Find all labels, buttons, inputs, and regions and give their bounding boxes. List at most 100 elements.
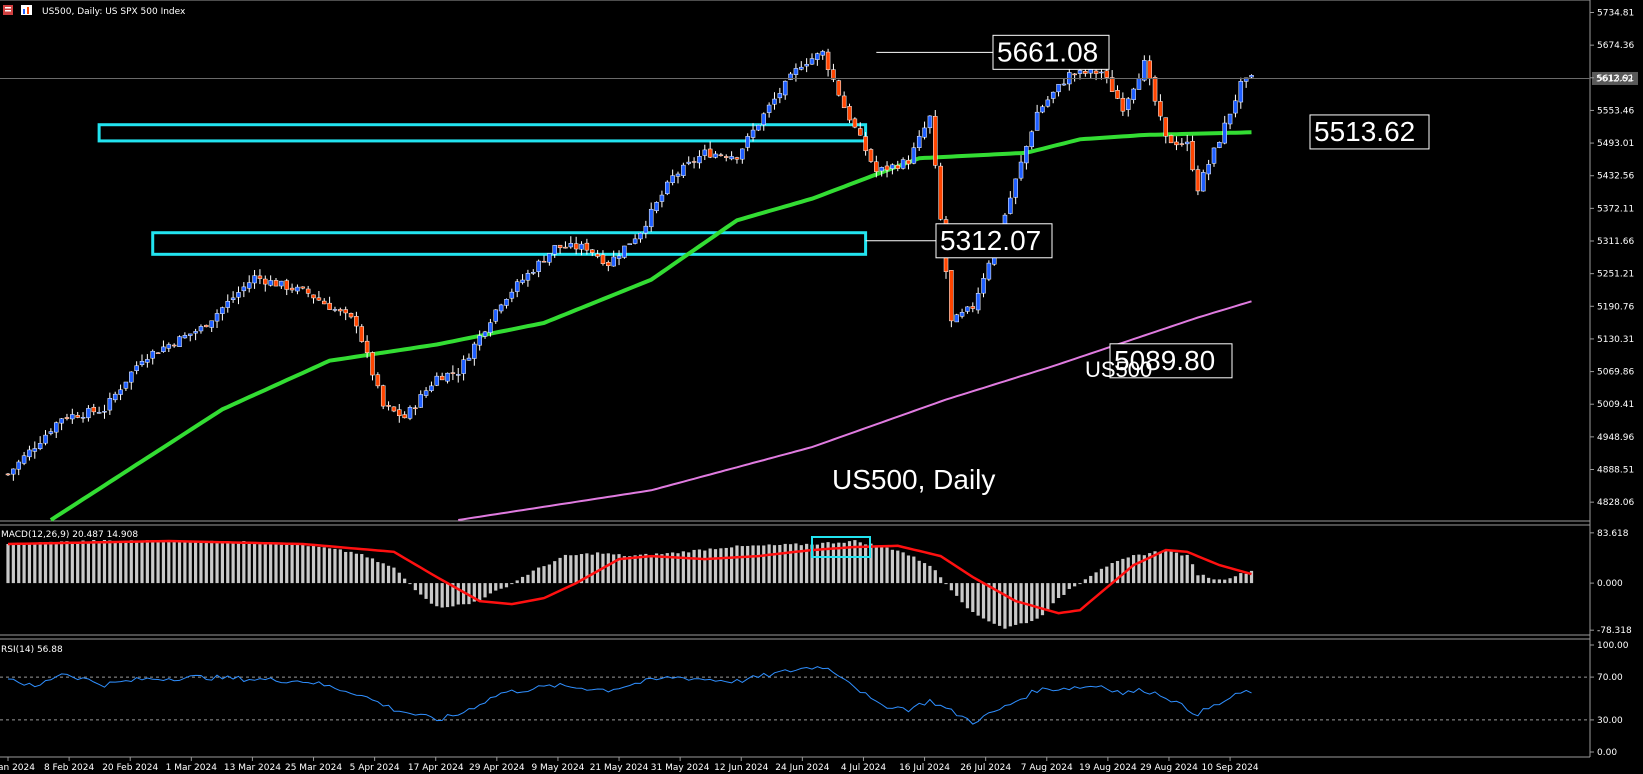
macd-histogram-bar xyxy=(167,541,171,584)
macd-histogram-bar xyxy=(183,540,187,584)
macd-histogram-bar xyxy=(17,542,21,584)
bull-candle xyxy=(498,304,504,312)
bull-candle xyxy=(504,298,509,306)
date-tick-label: 5 Apr 2024 xyxy=(350,763,400,773)
bear-candle xyxy=(1093,70,1099,74)
bear-candle xyxy=(589,249,595,253)
macd-histogram-bar xyxy=(290,543,294,584)
date-tick-label: 26 Jul 2024 xyxy=(960,763,1011,773)
macd-histogram-bar xyxy=(338,549,342,584)
macd-histogram-bar xyxy=(1142,555,1146,584)
bull-candle xyxy=(236,292,241,298)
macd-histogram-bar xyxy=(569,555,573,584)
bull-candle xyxy=(1018,161,1024,179)
bear-candle xyxy=(707,148,713,158)
bull-candle xyxy=(1029,131,1035,148)
bull-candle xyxy=(1184,141,1190,145)
bull-candle xyxy=(616,255,622,259)
rsi-title: RSI(14) 56.88 xyxy=(1,645,63,655)
price-tick-label: 5130.31 xyxy=(1597,335,1634,345)
bull-candle xyxy=(70,414,75,420)
bear-candle xyxy=(949,270,954,322)
bull-candle xyxy=(536,260,541,272)
bull-candle xyxy=(916,135,922,148)
macd-histogram-bar xyxy=(274,543,278,584)
macd-histogram-bar xyxy=(1040,583,1045,616)
macd-histogram-bar xyxy=(740,546,744,584)
macd-histogram-bar xyxy=(263,543,267,584)
bear-candle xyxy=(75,415,80,418)
bull-candle xyxy=(1013,178,1018,198)
macd-histogram-bar xyxy=(730,547,734,584)
bull-candle xyxy=(514,281,520,292)
main-price-axis: 5734.81 5674.36 5613.91 5553.46 5493.01 5432.… xyxy=(1590,9,1634,508)
macd-histogram-bar xyxy=(1249,570,1254,584)
macd-histogram-bar xyxy=(981,583,986,619)
macd-histogram-bar xyxy=(188,541,192,584)
price-tick-label: 5069.86 xyxy=(1597,368,1634,378)
bull-candle xyxy=(1136,78,1142,90)
bear-candle xyxy=(1152,77,1158,102)
bull-candle xyxy=(1243,77,1249,82)
macd-histogram-bar xyxy=(1046,583,1050,611)
bear-candle xyxy=(1120,97,1126,112)
bull-candle xyxy=(547,253,552,263)
date-tick-label: 1 Mar 2024 xyxy=(166,763,218,773)
bull-candle xyxy=(632,238,638,244)
macd-histogram-bar xyxy=(735,545,739,584)
macd-histogram-bar xyxy=(858,542,862,584)
bull-candle xyxy=(455,374,461,376)
macd-histogram-bar xyxy=(708,548,712,584)
macd-histogram-bar xyxy=(483,583,487,598)
bull-candle xyxy=(777,93,783,99)
bear-candle xyxy=(595,253,600,257)
price-tick-label: 4948.96 xyxy=(1597,433,1634,443)
macd-histogram-bar xyxy=(939,577,943,584)
macd-histogram-bar xyxy=(644,553,648,584)
macd-histogram-bar xyxy=(853,540,857,584)
macd-histogram-bar xyxy=(922,563,927,584)
bull-candle xyxy=(681,164,686,176)
bear-candle xyxy=(933,115,938,166)
macd-histogram-bar xyxy=(1190,564,1195,584)
macd-histogram-bar xyxy=(27,542,32,584)
bull-candle xyxy=(241,286,247,292)
macd-histogram-bar xyxy=(671,552,675,584)
date-tick-label: 31 May 2024 xyxy=(651,763,710,773)
macd-histogram-bar xyxy=(151,541,155,584)
macd-tick-label: 83.618 xyxy=(1597,529,1629,539)
bull-candle xyxy=(1238,81,1244,103)
macd-histogram-bar xyxy=(504,583,509,588)
macd-histogram-bar xyxy=(135,541,139,584)
macd-histogram-bar xyxy=(681,551,685,584)
macd-histogram-bar xyxy=(413,583,417,591)
macd-histogram-bar xyxy=(279,544,283,584)
rsi-tick-label: 0.00 xyxy=(1597,748,1617,758)
bear-candle xyxy=(1109,77,1115,92)
macd-histogram-bar xyxy=(542,566,546,584)
bull-candle xyxy=(187,333,193,336)
bull-candle xyxy=(477,335,482,346)
bear-candle xyxy=(348,312,354,318)
macd-histogram-bar xyxy=(354,553,358,584)
bull-candle xyxy=(429,385,434,391)
bear-candle xyxy=(171,344,177,347)
bull-candle xyxy=(198,326,204,332)
price-callout-label: 5312.07 xyxy=(940,225,1041,256)
bull-candle xyxy=(975,293,981,311)
macd-histogram-bar xyxy=(1030,583,1034,622)
bull-candle xyxy=(713,153,718,158)
price-tick-label: 5190.76 xyxy=(1597,302,1634,312)
macd-histogram-bar xyxy=(140,541,144,584)
macd-histogram-bar xyxy=(360,554,364,584)
macd-histogram-bar xyxy=(1169,550,1173,584)
bull-candle xyxy=(214,313,220,322)
macd-histogram-bar xyxy=(537,567,541,584)
date-tick-label: 16 Jul 2024 xyxy=(899,763,950,773)
bull-candle xyxy=(799,66,804,70)
bull-candle xyxy=(670,175,675,183)
macd-histogram-bar xyxy=(697,549,702,584)
macd-histogram-bar xyxy=(215,542,219,584)
bull-candle xyxy=(43,434,48,444)
